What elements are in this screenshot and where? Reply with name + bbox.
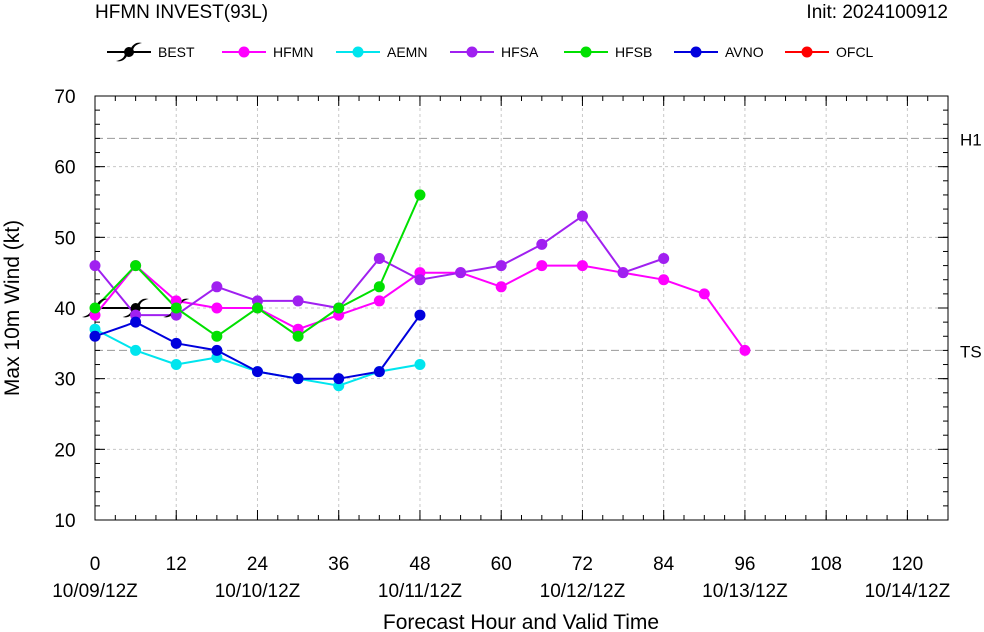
- hurricane-symbol-arm: [116, 54, 127, 61]
- data-point-hfsa: [536, 239, 547, 250]
- data-point-hfsb: [293, 331, 304, 342]
- legend-marker: [581, 47, 592, 58]
- data-point-hfmn: [739, 345, 750, 356]
- legend-item-ofcl: OFCL: [785, 44, 874, 60]
- data-point-hfsa: [577, 211, 588, 222]
- data-point-hfmn: [211, 303, 222, 314]
- data-point-hfsb: [252, 303, 263, 314]
- y-axis-label: Max 10m Wind (kt): [1, 220, 24, 396]
- data-point-avno: [293, 373, 304, 384]
- legend-item-hfsa: HFSA: [450, 44, 539, 60]
- data-point-avno: [414, 310, 425, 321]
- data-point-hfsb: [333, 303, 344, 314]
- x-tick-label: 24: [247, 554, 269, 575]
- legend-marker: [802, 47, 813, 58]
- legend-item-hfmn: HFMN: [222, 44, 313, 60]
- data-point-hfsb: [414, 189, 425, 200]
- init-label: Init: 2024100912: [806, 2, 948, 23]
- data-point-aemn: [171, 359, 182, 370]
- y-tick-label: 20: [54, 440, 75, 461]
- data-point-avno: [252, 366, 263, 377]
- data-point-hfsa: [496, 260, 507, 271]
- data-point-hfmn: [699, 288, 710, 299]
- chart-title: HFMN INVEST(93L): [95, 2, 268, 23]
- legend-label: HFSA: [501, 44, 539, 60]
- data-point-avno: [333, 373, 344, 384]
- y-tick-label: 50: [54, 228, 75, 249]
- legend-marker: [691, 47, 702, 58]
- data-point-avno: [130, 317, 141, 328]
- data-point-hfmn: [374, 295, 385, 306]
- date-tick-label: 10/14/12Z: [865, 581, 951, 602]
- x-tick-label: 84: [653, 554, 675, 575]
- series-points: [82, 189, 750, 391]
- date-tick-label: 10/10/12Z: [215, 581, 301, 602]
- legend-marker: [239, 47, 250, 58]
- data-point-hfmn: [496, 281, 507, 292]
- date-tick-label: 10/13/12Z: [702, 581, 788, 602]
- date-tick-label: 10/11/12Z: [378, 581, 463, 602]
- data-point-avno: [374, 366, 385, 377]
- legend-item-hfsb: HFSB: [564, 44, 652, 60]
- date-axis: 10/09/12Z 10/10/12Z 10/11/12Z 10/12/12Z 10/1…: [52, 581, 950, 602]
- data-point-hfsa: [293, 295, 304, 306]
- data-point-hfsa: [455, 267, 466, 278]
- x-tick-label: 108: [810, 554, 842, 575]
- x-tick-label: 120: [892, 554, 924, 575]
- data-point-hfsa: [90, 260, 101, 271]
- x-tick-label: 0: [90, 554, 101, 575]
- data-point-avno: [211, 345, 222, 356]
- hurricane-symbol-arm: [131, 43, 142, 50]
- data-point-aemn: [130, 345, 141, 356]
- y-tick-label: 70: [54, 87, 75, 108]
- legend-marker: [467, 47, 478, 58]
- reference-line-label: TS: [960, 342, 982, 361]
- data-point-avno: [90, 331, 101, 342]
- legend-label: BEST: [158, 44, 195, 60]
- legend-item-aemn: AEMN: [336, 44, 427, 60]
- reference-line-label: H1: [960, 130, 982, 149]
- data-point-hfsb: [211, 331, 222, 342]
- legend-item-best: BEST: [107, 43, 195, 62]
- x-axis-label: Forecast Hour and Valid Time: [383, 611, 659, 632]
- legend-label: HFSB: [615, 44, 652, 60]
- data-point-hfsb: [90, 303, 101, 314]
- data-point-hfmn: [536, 260, 547, 271]
- y-tick-label: 10: [54, 511, 75, 532]
- data-point-hfmn: [577, 260, 588, 271]
- data-point-avno: [171, 338, 182, 349]
- x-tick-label: 60: [491, 554, 512, 575]
- x-tick-label: 96: [734, 554, 755, 575]
- data-point-hfmn: [658, 274, 669, 285]
- legend-label: OFCL: [836, 44, 874, 60]
- data-point-hfsb: [130, 260, 141, 271]
- legend: BEST HFMN AEMN HFSA HFSB AVNO OFCL: [107, 43, 874, 62]
- hurricane-symbol-arm: [138, 299, 149, 306]
- data-point-hfsa: [658, 253, 669, 264]
- x-tick-label: 12: [166, 554, 187, 575]
- data-point-hfsa: [211, 281, 222, 292]
- y-tick-label: 30: [54, 370, 75, 391]
- date-tick-label: 10/12/12Z: [540, 581, 626, 602]
- y-axis: 10 20 30 40 50 60 70: [54, 87, 948, 532]
- data-point-hfsa: [414, 274, 425, 285]
- data-point-hfsa: [618, 267, 629, 278]
- legend-label: HFMN: [273, 44, 313, 60]
- legend-marker: [353, 47, 364, 58]
- legend-label: AVNO: [725, 44, 764, 60]
- legend-item-avno: AVNO: [674, 44, 764, 60]
- date-tick-label: 10/09/12Z: [52, 581, 138, 602]
- y-tick-label: 40: [54, 299, 75, 320]
- data-point-hfsb: [171, 303, 182, 314]
- data-point-hfsa: [374, 253, 385, 264]
- data-point-hfsb: [374, 281, 385, 292]
- data-point-aemn: [414, 359, 425, 370]
- x-tick-label: 36: [328, 554, 349, 575]
- x-tick-label: 72: [572, 554, 593, 575]
- x-tick-label: 48: [409, 554, 430, 575]
- legend-label: AEMN: [387, 44, 427, 60]
- y-tick-label: 60: [54, 158, 75, 179]
